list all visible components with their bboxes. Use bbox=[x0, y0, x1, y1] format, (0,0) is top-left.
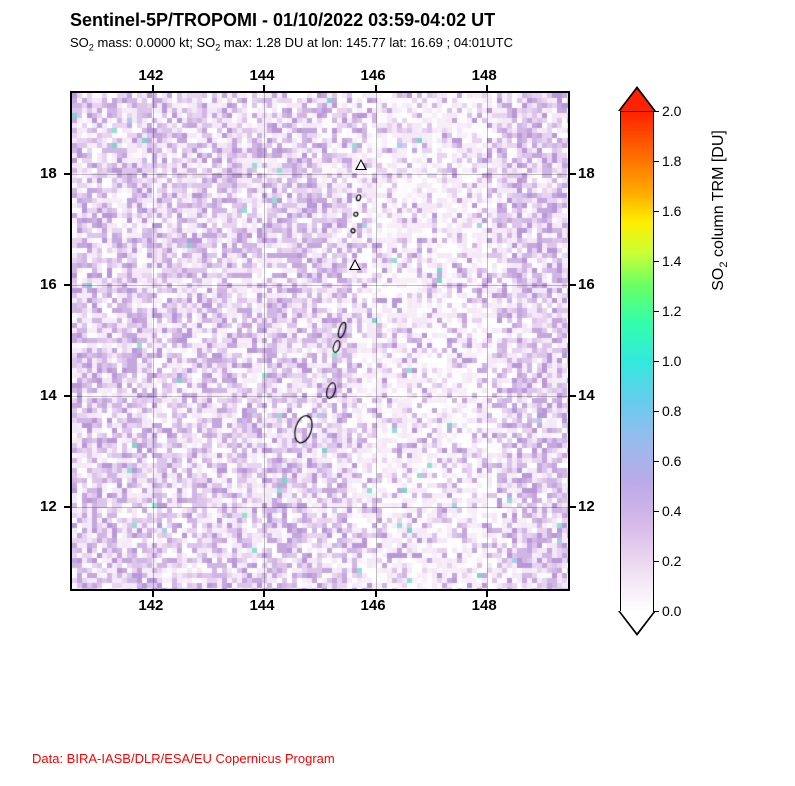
lat-tick-label-right: 16 bbox=[578, 276, 595, 293]
lat-tick-label-left: 16 bbox=[40, 276, 57, 293]
colorbar bbox=[620, 111, 654, 613]
lat-tick-mark bbox=[570, 284, 576, 286]
gridline-horizontal bbox=[70, 396, 570, 397]
lat-tick-label-left: 12 bbox=[40, 498, 57, 515]
lon-tick-label-top: 146 bbox=[361, 67, 386, 84]
colorbar-tick-label: 0.2 bbox=[662, 553, 681, 569]
attribution-text: Data: BIRA-IASB/DLR/ESA/EU Copernicus Pr… bbox=[32, 751, 335, 766]
gridline-horizontal bbox=[70, 174, 570, 175]
lon-tick-mark bbox=[375, 591, 377, 597]
lat-tick-label-right: 18 bbox=[578, 165, 595, 182]
lon-tick-label-top: 142 bbox=[138, 67, 163, 84]
lat-tick-label-left: 18 bbox=[40, 165, 57, 182]
heatmap-canvas bbox=[72, 93, 568, 589]
colorbar-region: 0.0 0.2 0.4 0.6 0.8 1.0 1.2 1.4 1.6 1.8 2.0 SO2 co… bbox=[600, 61, 780, 681]
colorbar-title: SO2 column TRM [DU] bbox=[710, 130, 730, 291]
colorbar-tick-mark bbox=[653, 511, 659, 512]
figure-container: Sentinel-5P/TROPOMI - 01/10/2022 03:59-0… bbox=[10, 10, 785, 776]
lat-tick-mark bbox=[570, 395, 576, 397]
gridline-vertical bbox=[487, 91, 488, 591]
colorbar-tick-label: 1.6 bbox=[662, 203, 681, 219]
colorbar-tick-mark bbox=[653, 461, 659, 462]
lon-tick-label-bottom: 146 bbox=[361, 597, 386, 614]
colorbar-tick-mark bbox=[653, 161, 659, 162]
colorbar-tick-label: 1.2 bbox=[662, 303, 681, 319]
colorbar-tick-mark bbox=[653, 211, 659, 212]
gridline-horizontal bbox=[70, 285, 570, 286]
lon-tick-label-bottom: 142 bbox=[138, 597, 163, 614]
lon-tick-mark bbox=[263, 591, 265, 597]
gridline-vertical bbox=[153, 91, 154, 591]
volcano-marker-icon bbox=[355, 159, 367, 170]
colorbar-tick-label: 1.4 bbox=[662, 253, 681, 269]
figure-title: Sentinel-5P/TROPOMI - 01/10/2022 03:59-0… bbox=[70, 10, 785, 31]
lon-tick-mark bbox=[486, 591, 488, 597]
lat-tick-label-right: 14 bbox=[578, 387, 595, 404]
colorbar-tick-label: 1.0 bbox=[662, 353, 681, 369]
colorbar-tick-mark bbox=[653, 411, 659, 412]
gridline-horizontal bbox=[70, 507, 570, 508]
colorbar-tick-label: 0.6 bbox=[662, 453, 681, 469]
lat-tick-mark bbox=[570, 506, 576, 508]
gridline-vertical bbox=[264, 91, 265, 591]
colorbar-arrow-top-icon bbox=[620, 89, 654, 111]
map-region: 1421421441441461461481481212141416161818 bbox=[10, 61, 570, 621]
volcano-marker-icon bbox=[349, 259, 361, 270]
lat-tick-label-right: 12 bbox=[578, 498, 595, 515]
lon-tick-mark bbox=[152, 591, 154, 597]
colorbar-tick-label: 2.0 bbox=[662, 103, 681, 119]
colorbar-tick-label: 0.4 bbox=[662, 503, 681, 519]
map-frame bbox=[70, 91, 570, 591]
lon-tick-label-top: 144 bbox=[249, 67, 274, 84]
colorbar-tick-mark bbox=[653, 361, 659, 362]
colorbar-tick-mark bbox=[653, 261, 659, 262]
figure-subtitle: SO2 mass: 0.0000 kt; SO2 max: 1.28 DU at… bbox=[70, 35, 785, 53]
plot-area: 142 142 144 144 146 146 148 148 12 12 14 14 16 16 18 18… bbox=[10, 61, 785, 681]
lon-tick-label-bottom: 148 bbox=[472, 597, 497, 614]
gridline-vertical bbox=[376, 91, 377, 591]
colorbar-tick-mark bbox=[653, 111, 659, 112]
colorbar-tick-mark bbox=[653, 311, 659, 312]
colorbar-arrow-bottom-icon bbox=[620, 611, 654, 633]
colorbar-tick-mark bbox=[653, 611, 659, 612]
lon-tick-label-bottom: 144 bbox=[249, 597, 274, 614]
colorbar-tick-label: 0.0 bbox=[662, 603, 681, 619]
lat-tick-mark bbox=[570, 173, 576, 175]
colorbar-gradient bbox=[621, 112, 653, 612]
lon-tick-label-top: 148 bbox=[472, 67, 497, 84]
colorbar-tick-mark bbox=[653, 561, 659, 562]
lat-tick-label-left: 14 bbox=[40, 387, 57, 404]
colorbar-tick-label: 0.8 bbox=[662, 403, 681, 419]
colorbar-tick-label: 1.8 bbox=[662, 153, 681, 169]
